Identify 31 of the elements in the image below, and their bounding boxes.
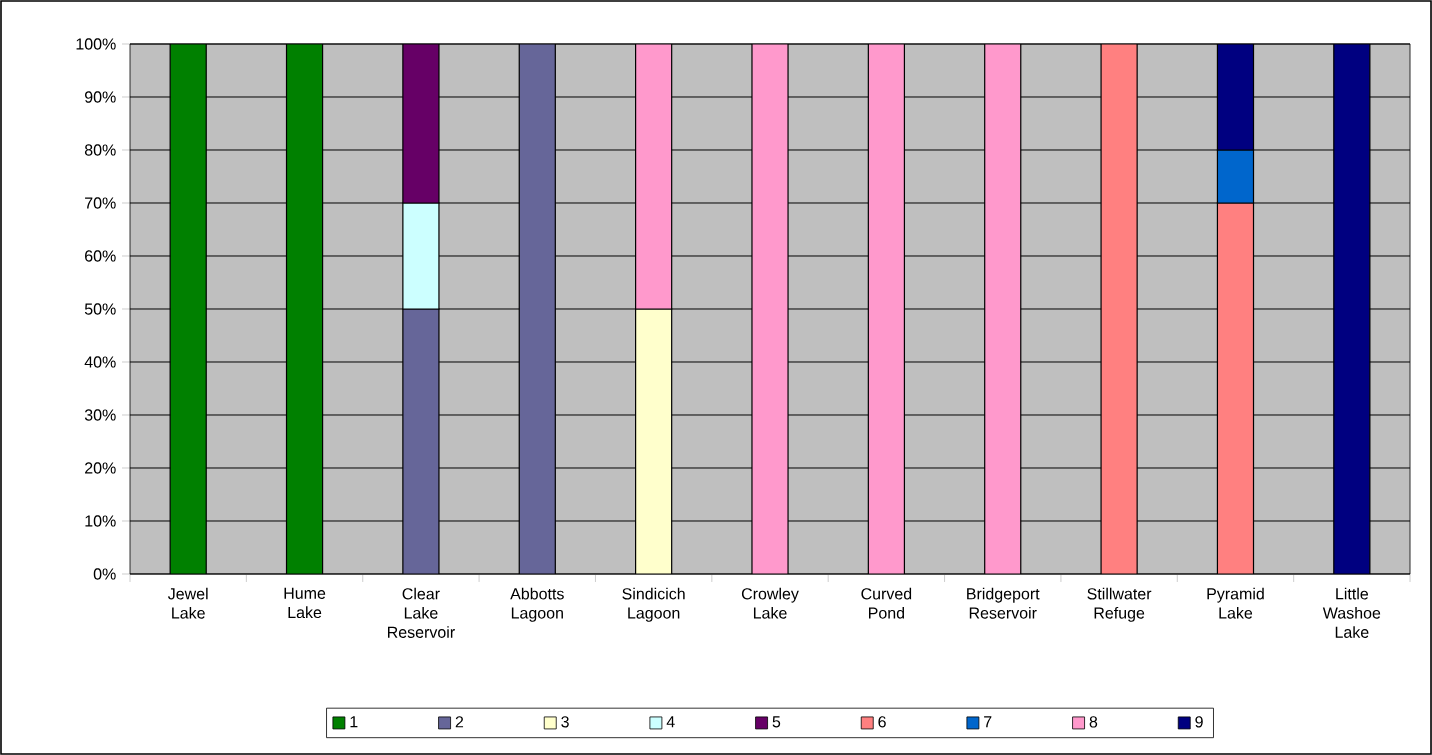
- y-tick-label: 40%: [84, 356, 116, 368]
- legend-label: 5: [772, 716, 781, 728]
- y-tick-label: 0%: [93, 568, 116, 580]
- x-tick-label: Clear Lake Reservoir: [388, 587, 455, 638]
- y-tick-label: 90%: [85, 91, 116, 103]
- legend-label: 8: [1089, 716, 1098, 728]
- legend-label: 4: [666, 716, 675, 728]
- x-tick-label: Curved Pond: [861, 587, 912, 619]
- y-tick-label: 100%: [76, 38, 116, 50]
- y-tick-label: 10%: [85, 515, 116, 527]
- y-tick-label: 80%: [84, 144, 116, 156]
- legend-label: 2: [455, 716, 464, 728]
- y-tick-label: 30%: [84, 409, 116, 421]
- y-tick-label: 70%: [85, 197, 116, 209]
- x-tick-label: Stillwater Refuge: [1087, 587, 1152, 622]
- x-tick-label: Bridgeport Reservoir: [967, 587, 1040, 619]
- legend-label: 1: [350, 716, 358, 728]
- y-tick-label: 20%: [85, 462, 116, 474]
- y-tick-label: 60%: [85, 250, 116, 262]
- x-tick-label: Hume Lake: [284, 587, 326, 619]
- x-tick-label: Little Washoe Lake: [1322, 587, 1381, 638]
- x-tick-label: Jewel Lake: [167, 587, 208, 619]
- legend-label: 9: [1195, 716, 1203, 728]
- x-tick-label: Crowley Lake: [741, 587, 799, 619]
- legend-label: 3: [561, 716, 569, 728]
- legend-label: 6: [878, 716, 886, 728]
- y-tick-label: 50%: [84, 303, 116, 315]
- x-tick-label: Sindicich Lagoon: [622, 587, 685, 622]
- x-tick-label: Pyramid Lake: [1207, 587, 1264, 619]
- x-tick-label: Abbotts Lagoon: [510, 587, 564, 622]
- legend-label: 7: [984, 716, 992, 728]
